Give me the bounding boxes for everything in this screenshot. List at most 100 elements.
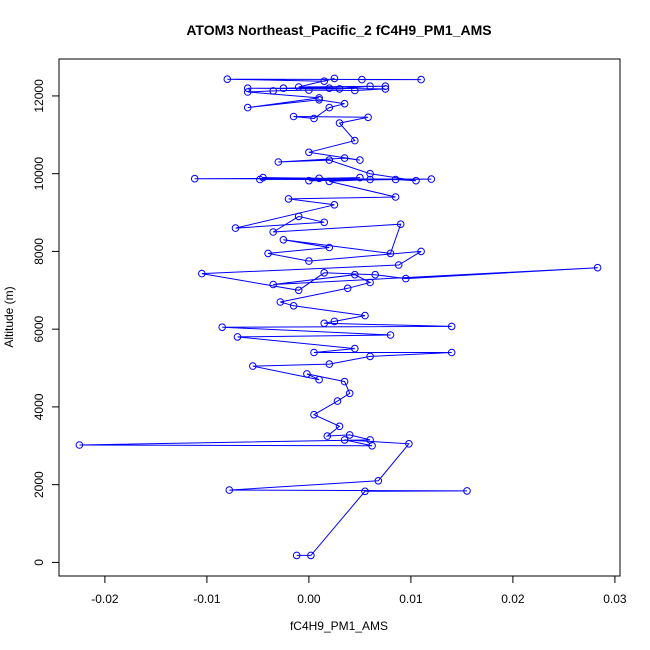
data-point — [340, 154, 349, 162]
data-point — [279, 236, 288, 244]
data-point — [233, 333, 242, 341]
data-point — [402, 274, 410, 283]
data-point — [325, 177, 334, 186]
data-point — [305, 86, 313, 94]
x-tick-label: -0.02 — [91, 592, 119, 606]
data-point — [593, 263, 602, 272]
x-tick-label: 0.03 — [603, 592, 627, 606]
data-point — [231, 224, 240, 232]
data-point — [269, 280, 278, 289]
data-point — [320, 77, 329, 85]
y-tick-label: 2000 — [32, 471, 46, 498]
data-point — [463, 487, 471, 495]
data-point — [366, 169, 374, 178]
data-point — [374, 477, 383, 485]
data-point — [305, 257, 313, 265]
data-point — [351, 86, 359, 95]
data-point — [315, 375, 323, 384]
data-point — [340, 436, 349, 444]
data-point — [366, 175, 374, 184]
data-point — [305, 148, 313, 157]
data-point — [447, 322, 456, 331]
series-line — [79, 77, 598, 556]
data-point — [335, 119, 344, 127]
data-point — [333, 397, 342, 405]
data-point — [351, 344, 359, 353]
data-point — [345, 431, 354, 439]
data-point — [391, 175, 400, 184]
data-point — [447, 348, 456, 357]
data-point — [330, 74, 339, 83]
plot-area-frame — [58, 58, 621, 577]
data-point — [310, 114, 318, 123]
x-axis: -0.02 -0.01 0.00 0.01 0.02 0.03 — [91, 575, 627, 606]
data-point — [75, 441, 84, 449]
y-tick-label: 8000 — [32, 238, 46, 265]
data-point — [405, 440, 413, 448]
data-point — [307, 551, 315, 560]
data-point — [198, 269, 206, 278]
y-tick-label: 10000 — [32, 157, 46, 191]
data-point — [320, 269, 329, 277]
data-point — [361, 487, 369, 496]
chart-title: ATOM3 Northeast_Pacific_2 fC4H9_PM1_AMS — [186, 22, 491, 38]
data-point — [325, 103, 334, 112]
data-point — [315, 94, 323, 102]
data-point — [356, 173, 364, 182]
data-point — [243, 84, 252, 92]
y-tick-label: 4000 — [32, 393, 46, 420]
y-tick-label: 6000 — [32, 315, 46, 342]
data-point — [343, 284, 352, 293]
data-point — [351, 136, 359, 145]
data-point — [325, 84, 334, 92]
data-point — [315, 174, 323, 183]
data-point — [269, 228, 278, 236]
y-axis-label: Altitude (m) — [2, 286, 16, 347]
data-point — [366, 352, 374, 361]
data-point — [279, 84, 288, 92]
data-point — [386, 249, 395, 258]
data-point — [366, 436, 374, 444]
x-tick-label: -0.01 — [193, 592, 221, 606]
data-point — [325, 243, 334, 252]
data-point — [315, 96, 323, 104]
data-point — [325, 156, 334, 164]
series-lines — [79, 77, 598, 556]
data-point — [394, 261, 403, 269]
data-point — [269, 87, 278, 95]
data-point — [335, 422, 344, 431]
data-point — [225, 486, 234, 494]
series-points — [75, 74, 602, 560]
data-point — [371, 270, 380, 279]
data-point — [391, 193, 400, 201]
data-point — [366, 278, 374, 287]
data-point — [381, 85, 390, 93]
data-point — [396, 220, 405, 228]
data-point — [381, 82, 390, 90]
data-point — [335, 85, 344, 93]
data-point — [345, 389, 354, 398]
data-point — [243, 88, 252, 96]
data-point — [289, 112, 298, 121]
data-point — [292, 551, 301, 560]
data-point — [427, 175, 436, 183]
data-point — [351, 270, 359, 279]
data-point — [325, 360, 334, 368]
data-point — [361, 311, 369, 320]
x-tick-label: 0.00 — [297, 592, 321, 606]
data-point — [274, 158, 283, 166]
data-point — [243, 103, 252, 112]
x-tick-label: 0.01 — [399, 592, 423, 606]
data-point — [366, 82, 374, 90]
data-point — [276, 298, 285, 306]
data-point — [294, 83, 303, 91]
data-point — [340, 99, 349, 108]
data-point — [294, 286, 303, 295]
data-point — [256, 175, 264, 184]
data-point — [417, 247, 425, 256]
data-point — [294, 212, 303, 221]
data-point — [320, 218, 329, 227]
data-point — [320, 319, 329, 328]
data-point — [358, 75, 366, 84]
